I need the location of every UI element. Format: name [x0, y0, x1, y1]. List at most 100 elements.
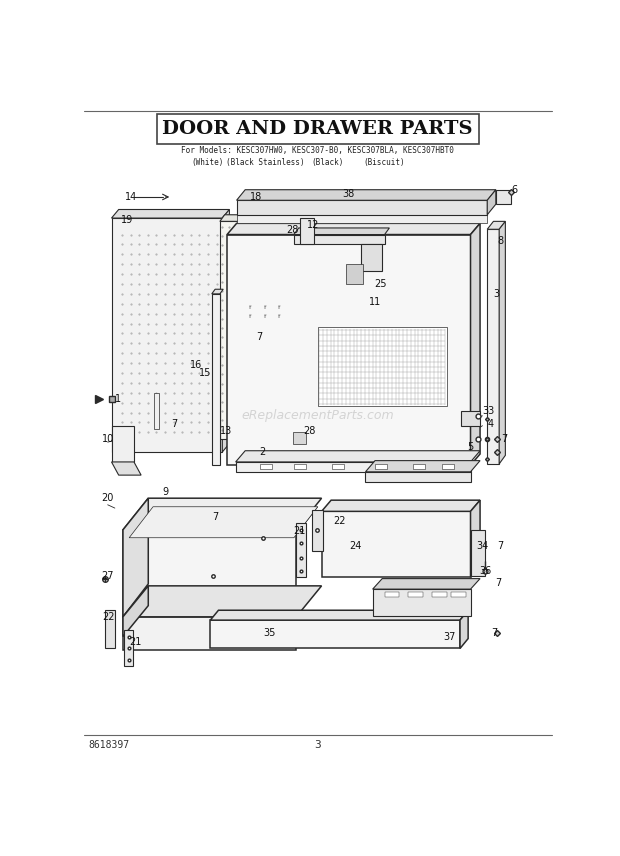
Polygon shape: [255, 228, 296, 432]
Text: 5: 5: [467, 442, 474, 452]
Polygon shape: [299, 218, 314, 245]
Text: 12: 12: [307, 220, 319, 229]
Text: 35: 35: [263, 628, 275, 639]
Text: 21: 21: [293, 526, 306, 536]
Text: 13: 13: [220, 426, 232, 436]
Polygon shape: [154, 393, 159, 429]
Polygon shape: [220, 222, 270, 439]
Polygon shape: [123, 498, 148, 617]
Text: 3: 3: [494, 288, 500, 299]
Text: 18: 18: [250, 192, 262, 202]
Polygon shape: [409, 591, 423, 597]
Text: 19: 19: [121, 215, 133, 225]
Text: 4: 4: [487, 419, 494, 430]
Polygon shape: [322, 511, 471, 577]
Text: 7: 7: [212, 512, 218, 521]
Text: 9: 9: [163, 486, 169, 496]
Polygon shape: [442, 464, 454, 469]
Polygon shape: [239, 224, 285, 436]
Polygon shape: [123, 530, 296, 617]
Polygon shape: [255, 222, 301, 228]
Polygon shape: [471, 530, 485, 576]
Polygon shape: [460, 610, 468, 649]
Text: 25: 25: [374, 279, 387, 289]
Text: eReplacementParts.com: eReplacementParts.com: [241, 409, 394, 422]
Polygon shape: [332, 464, 344, 469]
Polygon shape: [112, 210, 229, 218]
Text: 14: 14: [125, 192, 137, 202]
Polygon shape: [285, 218, 289, 436]
Text: 22: 22: [102, 612, 115, 621]
Polygon shape: [210, 620, 460, 649]
Polygon shape: [123, 617, 296, 650]
Polygon shape: [236, 462, 471, 472]
Text: 10: 10: [102, 434, 114, 444]
Polygon shape: [375, 464, 387, 469]
Text: 2: 2: [260, 447, 266, 457]
Text: 33: 33: [482, 407, 495, 416]
Polygon shape: [293, 432, 306, 444]
Polygon shape: [227, 223, 480, 235]
Text: (White): (White): [192, 158, 224, 167]
Polygon shape: [487, 190, 496, 215]
Text: 36: 36: [480, 566, 492, 576]
Polygon shape: [260, 464, 272, 469]
Polygon shape: [361, 245, 382, 270]
Polygon shape: [296, 523, 306, 577]
Polygon shape: [296, 222, 301, 432]
Polygon shape: [237, 200, 487, 215]
Text: For Models: KESC307HW0, KESC307-B0, KESC307BLA, KESC307HBT0: For Models: KESC307HW0, KESC307-B0, KESC…: [181, 146, 454, 155]
Polygon shape: [210, 610, 468, 620]
Polygon shape: [432, 591, 446, 597]
Text: ff: ff: [278, 305, 281, 310]
Text: 20: 20: [102, 493, 114, 503]
Text: 22: 22: [334, 515, 346, 526]
Text: (Black): (Black): [311, 158, 343, 167]
Text: 7: 7: [491, 628, 497, 639]
Text: DOOR AND DRAWER PARTS: DOOR AND DRAWER PARTS: [162, 120, 473, 138]
Polygon shape: [270, 215, 275, 439]
Text: 7: 7: [497, 541, 503, 550]
Text: ff: ff: [264, 314, 267, 319]
Text: 38: 38: [343, 188, 355, 199]
Polygon shape: [471, 500, 480, 577]
Polygon shape: [123, 586, 322, 617]
Text: (Black Stainless): (Black Stainless): [226, 158, 304, 167]
Text: 3: 3: [314, 740, 321, 750]
Polygon shape: [373, 579, 480, 589]
Text: 28: 28: [303, 426, 316, 436]
Text: 27: 27: [102, 571, 114, 581]
Polygon shape: [212, 289, 223, 294]
Polygon shape: [237, 215, 487, 223]
Text: (Biscuit): (Biscuit): [364, 158, 405, 167]
Polygon shape: [105, 610, 115, 649]
Polygon shape: [487, 229, 499, 464]
Polygon shape: [322, 500, 480, 511]
Text: ff: ff: [278, 314, 281, 319]
Polygon shape: [294, 464, 306, 469]
Polygon shape: [317, 327, 446, 406]
Text: 8: 8: [497, 236, 503, 247]
Text: ff: ff: [249, 305, 253, 310]
Polygon shape: [365, 461, 480, 472]
Text: 34: 34: [476, 541, 489, 550]
Text: 15: 15: [200, 368, 212, 378]
Polygon shape: [236, 451, 480, 462]
Polygon shape: [222, 210, 229, 452]
Text: 7: 7: [171, 419, 178, 430]
Text: 16: 16: [190, 360, 202, 370]
Text: ff: ff: [249, 314, 253, 319]
Polygon shape: [312, 510, 322, 551]
Polygon shape: [112, 462, 141, 475]
Text: 1: 1: [115, 395, 122, 404]
Polygon shape: [365, 472, 471, 482]
Polygon shape: [123, 498, 322, 530]
Polygon shape: [125, 630, 133, 666]
Polygon shape: [451, 591, 466, 597]
Text: 11: 11: [369, 297, 381, 307]
Polygon shape: [239, 218, 289, 224]
Polygon shape: [112, 425, 134, 462]
Text: ff: ff: [264, 305, 267, 310]
Polygon shape: [294, 228, 389, 235]
Text: 7: 7: [257, 332, 263, 342]
